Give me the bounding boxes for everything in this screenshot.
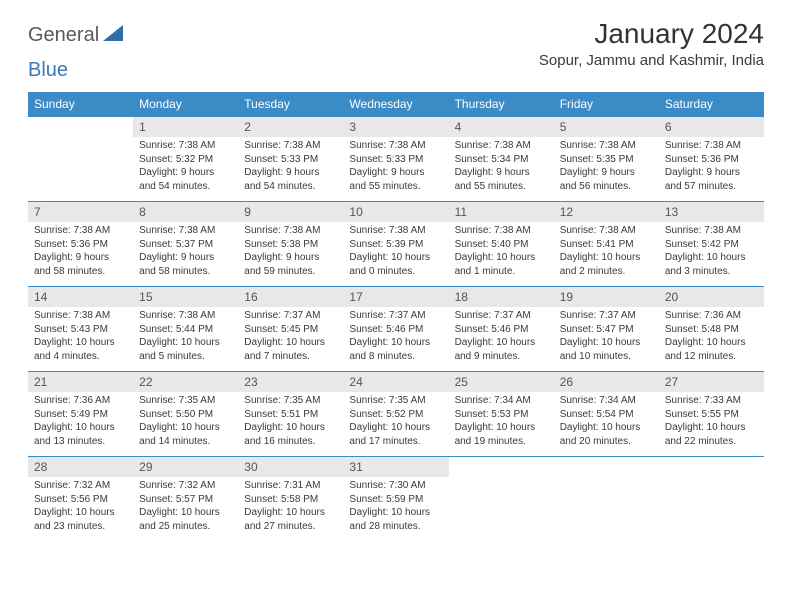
weekday-header: Friday	[554, 92, 659, 117]
day-number-cell: 10	[343, 202, 448, 223]
day-detail-cell: Sunrise: 7:32 AMSunset: 5:56 PMDaylight:…	[28, 477, 133, 541]
page-title: January 2024	[539, 18, 764, 50]
day-number-cell: 30	[238, 457, 343, 478]
day-detail-cell: Sunrise: 7:38 AMSunset: 5:40 PMDaylight:…	[449, 222, 554, 287]
day-detail-cell: Sunrise: 7:36 AMSunset: 5:48 PMDaylight:…	[659, 307, 764, 372]
daynum-row: 14151617181920	[28, 287, 764, 308]
day-detail-cell: Sunrise: 7:34 AMSunset: 5:54 PMDaylight:…	[554, 392, 659, 457]
day-number-cell: 17	[343, 287, 448, 308]
weekday-header: Monday	[133, 92, 238, 117]
day-detail-cell: Sunrise: 7:38 AMSunset: 5:34 PMDaylight:…	[449, 137, 554, 202]
weekday-header: Tuesday	[238, 92, 343, 117]
day-number-cell: 29	[133, 457, 238, 478]
weekday-header: Sunday	[28, 92, 133, 117]
calendar-table: SundayMondayTuesdayWednesdayThursdayFrid…	[28, 92, 764, 541]
day-number-cell	[28, 117, 133, 138]
day-detail-cell: Sunrise: 7:38 AMSunset: 5:32 PMDaylight:…	[133, 137, 238, 202]
day-detail-cell: Sunrise: 7:38 AMSunset: 5:36 PMDaylight:…	[659, 137, 764, 202]
weekday-header: Thursday	[449, 92, 554, 117]
day-detail-cell: Sunrise: 7:38 AMSunset: 5:37 PMDaylight:…	[133, 222, 238, 287]
day-detail-cell: Sunrise: 7:31 AMSunset: 5:58 PMDaylight:…	[238, 477, 343, 541]
brand-logo: General	[28, 18, 125, 47]
day-detail-cell: Sunrise: 7:38 AMSunset: 5:33 PMDaylight:…	[238, 137, 343, 202]
brand-triangle-icon	[103, 25, 123, 46]
day-number-cell: 27	[659, 372, 764, 393]
day-detail-cell: Sunrise: 7:35 AMSunset: 5:50 PMDaylight:…	[133, 392, 238, 457]
day-detail-cell: Sunrise: 7:37 AMSunset: 5:46 PMDaylight:…	[343, 307, 448, 372]
day-detail-cell: Sunrise: 7:36 AMSunset: 5:49 PMDaylight:…	[28, 392, 133, 457]
day-detail-cell: Sunrise: 7:38 AMSunset: 5:33 PMDaylight:…	[343, 137, 448, 202]
day-number-cell: 18	[449, 287, 554, 308]
day-number-cell: 19	[554, 287, 659, 308]
detail-row: Sunrise: 7:32 AMSunset: 5:56 PMDaylight:…	[28, 477, 764, 541]
detail-row: Sunrise: 7:38 AMSunset: 5:36 PMDaylight:…	[28, 222, 764, 287]
day-number-cell: 8	[133, 202, 238, 223]
day-detail-cell: Sunrise: 7:32 AMSunset: 5:57 PMDaylight:…	[133, 477, 238, 541]
day-detail-cell: Sunrise: 7:35 AMSunset: 5:51 PMDaylight:…	[238, 392, 343, 457]
daynum-row: 28293031	[28, 457, 764, 478]
day-number-cell: 11	[449, 202, 554, 223]
detail-row: Sunrise: 7:36 AMSunset: 5:49 PMDaylight:…	[28, 392, 764, 457]
weekday-header-row: SundayMondayTuesdayWednesdayThursdayFrid…	[28, 92, 764, 117]
day-number-cell: 16	[238, 287, 343, 308]
day-number-cell: 22	[133, 372, 238, 393]
day-number-cell: 3	[343, 117, 448, 138]
day-number-cell: 28	[28, 457, 133, 478]
day-detail-cell: Sunrise: 7:38 AMSunset: 5:42 PMDaylight:…	[659, 222, 764, 287]
day-detail-cell: Sunrise: 7:38 AMSunset: 5:38 PMDaylight:…	[238, 222, 343, 287]
day-detail-cell: Sunrise: 7:38 AMSunset: 5:39 PMDaylight:…	[343, 222, 448, 287]
day-number-cell	[554, 457, 659, 478]
brand-word1: General	[28, 24, 99, 47]
day-detail-cell: Sunrise: 7:33 AMSunset: 5:55 PMDaylight:…	[659, 392, 764, 457]
day-detail-cell	[28, 137, 133, 202]
day-detail-cell: Sunrise: 7:37 AMSunset: 5:47 PMDaylight:…	[554, 307, 659, 372]
day-number-cell: 1	[133, 117, 238, 138]
day-detail-cell: Sunrise: 7:38 AMSunset: 5:43 PMDaylight:…	[28, 307, 133, 372]
day-detail-cell: Sunrise: 7:34 AMSunset: 5:53 PMDaylight:…	[449, 392, 554, 457]
day-detail-cell: Sunrise: 7:38 AMSunset: 5:44 PMDaylight:…	[133, 307, 238, 372]
brand-word2: Blue	[28, 59, 68, 81]
day-number-cell: 5	[554, 117, 659, 138]
weekday-header: Saturday	[659, 92, 764, 117]
day-number-cell: 26	[554, 372, 659, 393]
day-number-cell: 7	[28, 202, 133, 223]
detail-row: Sunrise: 7:38 AMSunset: 5:32 PMDaylight:…	[28, 137, 764, 202]
day-detail-cell: Sunrise: 7:37 AMSunset: 5:45 PMDaylight:…	[238, 307, 343, 372]
day-number-cell: 6	[659, 117, 764, 138]
day-number-cell	[659, 457, 764, 478]
day-detail-cell: Sunrise: 7:38 AMSunset: 5:35 PMDaylight:…	[554, 137, 659, 202]
day-detail-cell	[449, 477, 554, 541]
day-number-cell: 15	[133, 287, 238, 308]
daynum-row: 123456	[28, 117, 764, 138]
day-number-cell: 13	[659, 202, 764, 223]
day-number-cell: 20	[659, 287, 764, 308]
day-detail-cell: Sunrise: 7:35 AMSunset: 5:52 PMDaylight:…	[343, 392, 448, 457]
daynum-row: 21222324252627	[28, 372, 764, 393]
day-number-cell: 4	[449, 117, 554, 138]
day-number-cell: 2	[238, 117, 343, 138]
day-detail-cell: Sunrise: 7:38 AMSunset: 5:36 PMDaylight:…	[28, 222, 133, 287]
day-number-cell: 24	[343, 372, 448, 393]
day-number-cell: 12	[554, 202, 659, 223]
day-number-cell: 14	[28, 287, 133, 308]
day-detail-cell: Sunrise: 7:38 AMSunset: 5:41 PMDaylight:…	[554, 222, 659, 287]
day-detail-cell: Sunrise: 7:30 AMSunset: 5:59 PMDaylight:…	[343, 477, 448, 541]
day-detail-cell	[659, 477, 764, 541]
day-number-cell: 9	[238, 202, 343, 223]
daynum-row: 78910111213	[28, 202, 764, 223]
detail-row: Sunrise: 7:38 AMSunset: 5:43 PMDaylight:…	[28, 307, 764, 372]
day-number-cell: 21	[28, 372, 133, 393]
day-number-cell: 31	[343, 457, 448, 478]
page-subtitle: Sopur, Jammu and Kashmir, India	[539, 52, 764, 69]
day-detail-cell	[554, 477, 659, 541]
day-number-cell: 23	[238, 372, 343, 393]
day-number-cell	[449, 457, 554, 478]
day-detail-cell: Sunrise: 7:37 AMSunset: 5:46 PMDaylight:…	[449, 307, 554, 372]
day-number-cell: 25	[449, 372, 554, 393]
weekday-header: Wednesday	[343, 92, 448, 117]
